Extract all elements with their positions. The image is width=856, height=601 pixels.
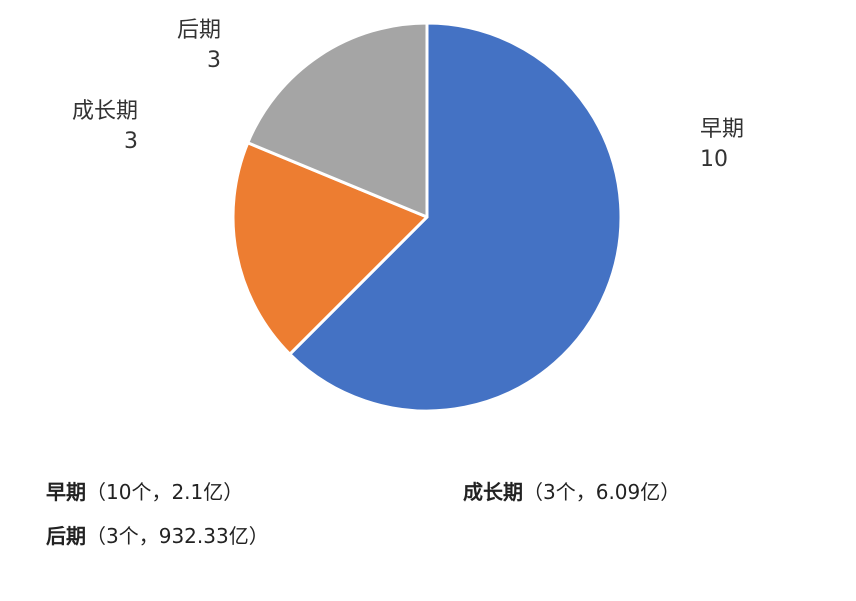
data-label-name-early: 早期 [700, 117, 744, 142]
legend-name: 后期 [46, 524, 86, 548]
pie-slice-2 [246, 21, 429, 219]
data-label-value-late: 3 [207, 48, 221, 73]
legend-item-early: 早期（10个，2.1亿） [46, 476, 243, 505]
data-label-value-early: 10 [700, 147, 728, 172]
legend-detail: （3个，932.33亿） [86, 524, 269, 548]
legend-item-growth: 成长期（3个，6.09亿） [463, 476, 680, 505]
legend-detail: （10个，2.1亿） [86, 480, 244, 504]
legend-detail: （3个，6.09亿） [523, 480, 681, 504]
legend-item-late: 后期（3个，932.33亿） [46, 520, 269, 549]
data-label-name-late: 后期 [177, 18, 221, 43]
data-label-name-growth: 成长期 [72, 99, 138, 124]
pie-slices [231, 21, 623, 413]
pie-slice-0 [288, 21, 623, 413]
data-label-value-growth: 3 [124, 129, 138, 154]
legend-name: 早期 [46, 480, 86, 504]
pie-slice-1 [231, 141, 429, 356]
legend-name: 成长期 [463, 480, 523, 504]
